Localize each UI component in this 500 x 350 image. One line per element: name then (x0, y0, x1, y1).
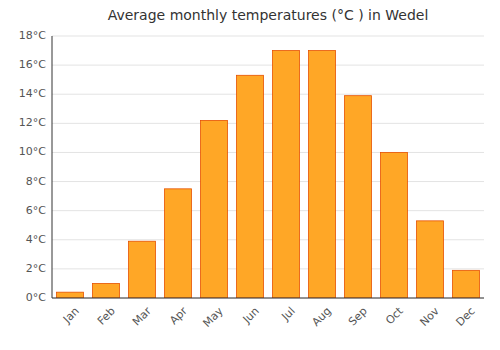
bar (57, 292, 84, 298)
x-tick-label: May (200, 304, 226, 330)
x-tick-labels: Jan Feb Mar Apr May Jun Jul Aug Sep Oct Nov Dec (60, 304, 478, 330)
bar (129, 241, 156, 298)
x-tick-label: Nov (417, 304, 442, 329)
x-tick-label: Sep (346, 305, 370, 329)
x-tick-label: Jan (60, 305, 82, 327)
bar (381, 152, 408, 298)
x-axis-line (52, 298, 484, 299)
y-tick-label: 12°C (19, 116, 46, 129)
grid-line (52, 181, 484, 182)
y-tick-label: 14°C (19, 87, 46, 100)
grid-line (52, 152, 484, 153)
grid-line (52, 36, 484, 37)
grid-line (52, 65, 484, 66)
chart: 0°C 2°C 4°C 6°C 8°C 10°C 12°C 14°C 16°C 18°C Jan Fe… (0, 0, 500, 350)
bar (309, 51, 336, 298)
y-axis-line (52, 36, 53, 298)
x-tick-label: Oct (383, 304, 406, 327)
y-tick-label: 2°C (26, 262, 46, 275)
grid-line (52, 210, 484, 211)
bar (417, 221, 444, 298)
bar (201, 120, 228, 298)
title: Average monthly temperatures (°C ) in We… (108, 7, 429, 23)
x-tick-label: Jul (278, 305, 297, 324)
x-tick-label: Dec (454, 305, 478, 329)
x-tick-label: Mar (130, 304, 154, 328)
y-tick-label: 8°C (26, 175, 46, 188)
x-tick-label: Feb (95, 305, 118, 328)
bars (57, 51, 480, 298)
y-tick-label: 0°C (26, 291, 46, 304)
x-tick-label: Jun (240, 305, 262, 327)
grid-line (52, 298, 484, 299)
y-tick-label: 18°C (19, 29, 46, 42)
grid-line (52, 94, 484, 95)
bar (273, 51, 300, 298)
bar (345, 96, 372, 298)
bar (93, 283, 120, 298)
x-tick-label: Aug (309, 305, 333, 329)
y-tick-labels: 0°C 2°C 4°C 6°C 8°C 10°C 12°C 14°C 16°C 18°C (19, 29, 46, 304)
bar (453, 270, 480, 298)
bar (237, 75, 264, 298)
bar (165, 189, 192, 298)
y-tick-label: 10°C (19, 145, 46, 158)
x-tick-label: Apr (167, 304, 190, 327)
y-grid (52, 36, 484, 298)
y-tick-label: 16°C (19, 58, 46, 71)
y-tick-label: 4°C (26, 233, 46, 246)
grid-line (52, 123, 484, 124)
y-tick-label: 6°C (26, 204, 46, 217)
